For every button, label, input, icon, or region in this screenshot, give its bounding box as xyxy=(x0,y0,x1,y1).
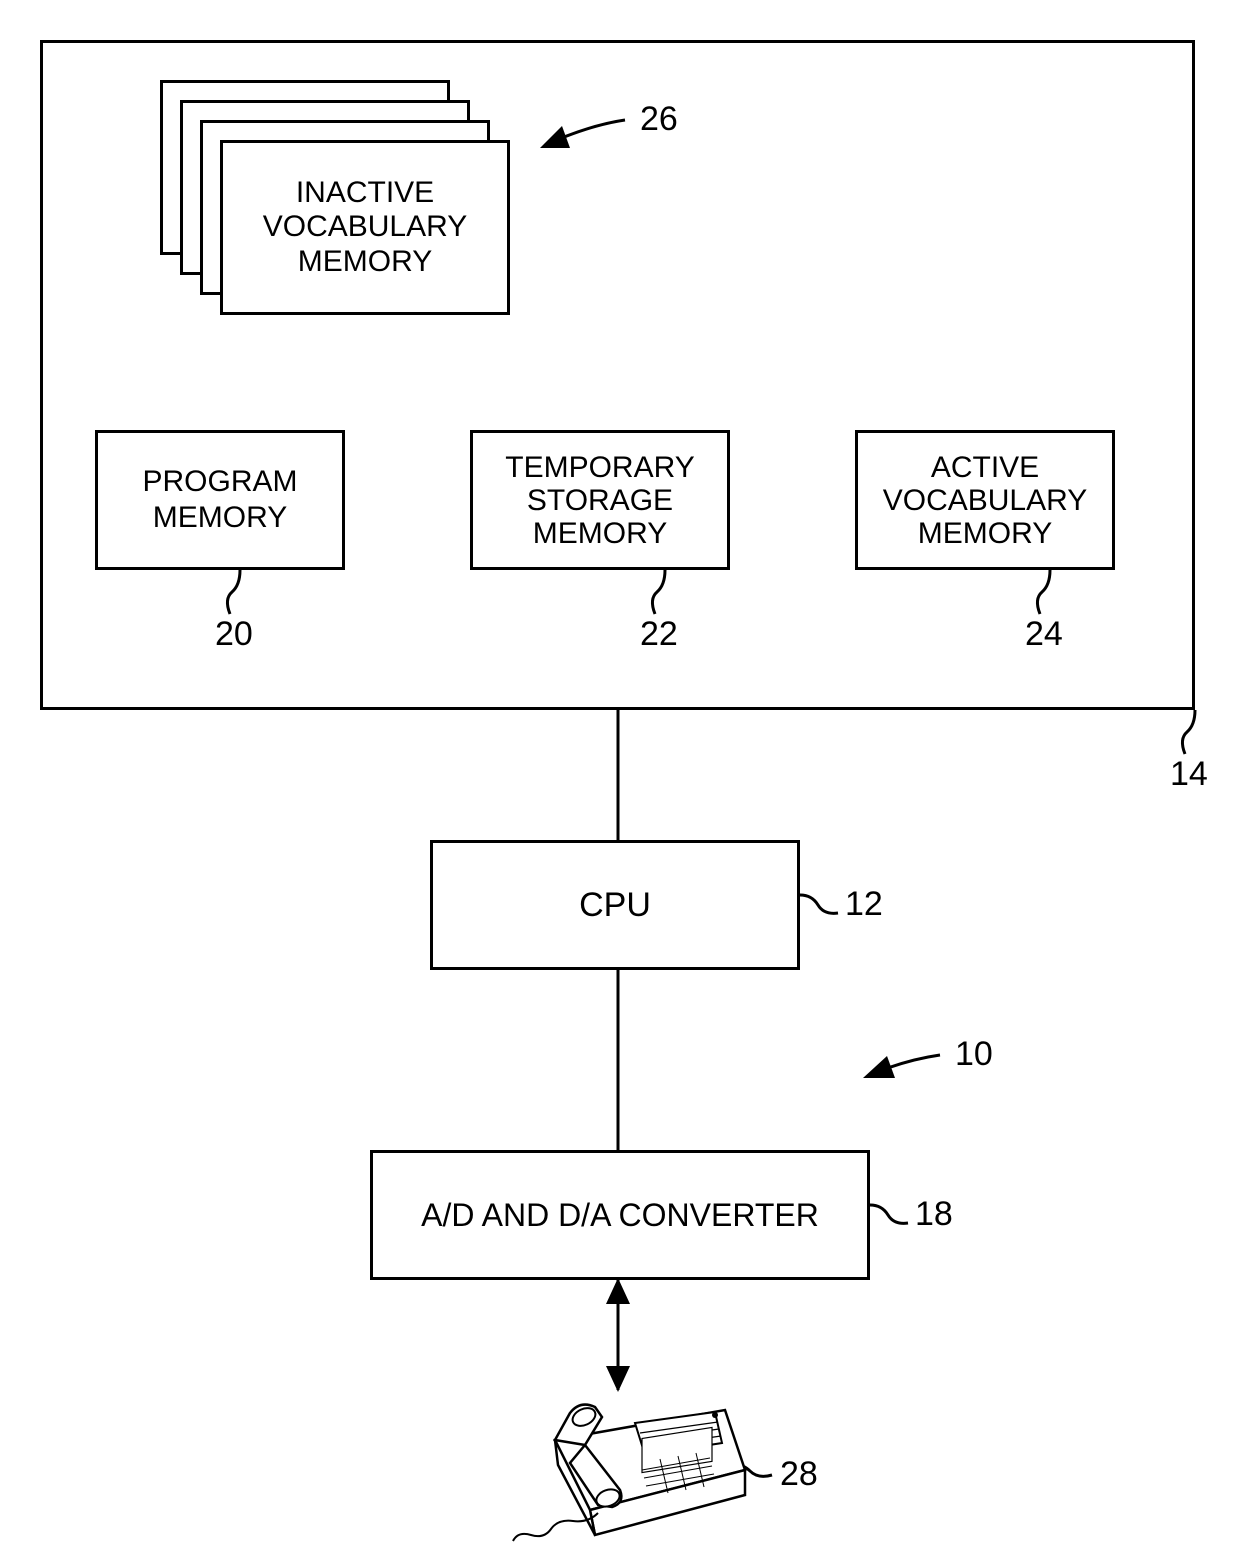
inactive-vocab-label: INACTIVE VOCABULARY MEMORY xyxy=(263,176,468,280)
ref-14: 14 xyxy=(1170,755,1208,794)
ref-22: 22 xyxy=(640,615,678,654)
temporary-storage-memory-box: TEMPORARY STORAGE MEMORY xyxy=(470,430,730,570)
program-memory-label: PROGRAM MEMORY xyxy=(142,464,297,536)
ref-24: 24 xyxy=(1025,615,1063,654)
inactive-vocab-card-front: INACTIVE VOCABULARY MEMORY xyxy=(220,140,510,315)
cpu-label: CPU xyxy=(579,886,651,925)
telephone-icon xyxy=(513,1405,745,1541)
converter-box: A/D AND D/A CONVERTER xyxy=(370,1150,870,1280)
program-memory-box: PROGRAM MEMORY xyxy=(95,430,345,570)
ref-26: 26 xyxy=(640,100,678,139)
ref-18: 18 xyxy=(915,1195,953,1234)
ref-20: 20 xyxy=(215,615,253,654)
ref-12: 12 xyxy=(845,885,883,924)
ref-28: 28 xyxy=(780,1455,818,1494)
cpu-box: CPU xyxy=(430,840,800,970)
temporary-storage-memory-label: TEMPORARY STORAGE MEMORY xyxy=(505,451,694,550)
converter-label: A/D AND D/A CONVERTER xyxy=(421,1197,819,1234)
active-vocabulary-memory-label: ACTIVE VOCABULARY MEMORY xyxy=(883,451,1088,550)
active-vocabulary-memory-box: ACTIVE VOCABULARY MEMORY xyxy=(855,430,1115,570)
ref-10: 10 xyxy=(955,1035,993,1074)
